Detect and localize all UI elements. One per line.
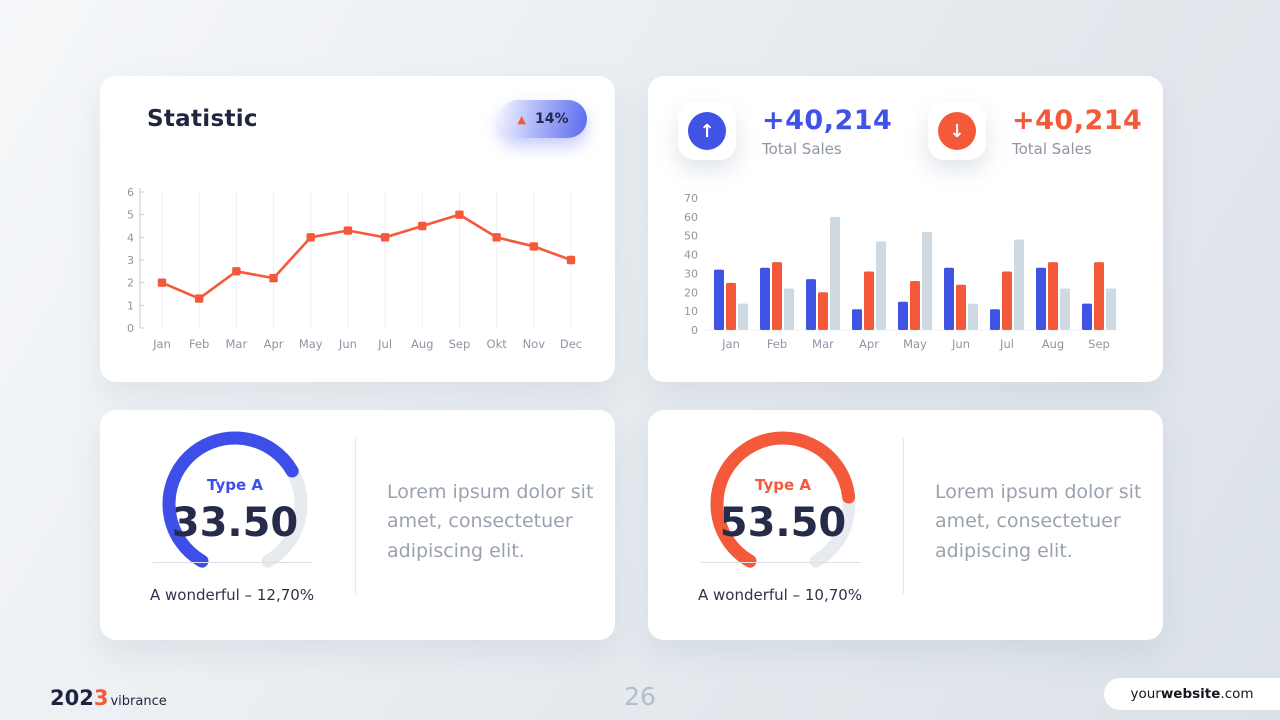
svg-text:May: May <box>903 337 927 351</box>
svg-text:60: 60 <box>684 211 698 224</box>
website-bold: website <box>1160 686 1221 702</box>
logo-brand: vibrance <box>110 694 167 709</box>
svg-text:Sep: Sep <box>449 337 471 351</box>
logo-year-accent: 3 <box>93 686 109 710</box>
stat-up-text: +40,214 Total Sales <box>762 105 892 158</box>
value-underline <box>701 562 861 563</box>
website-strip: your website .com <box>1104 678 1280 710</box>
svg-text:30: 30 <box>684 267 698 280</box>
website-pre: your <box>1130 686 1161 702</box>
gauge-value: 33.50 <box>171 500 299 546</box>
stat-down-tile: ↓ <box>928 102 986 160</box>
stat-down-text: +40,214 Total Sales <box>1012 105 1142 158</box>
website-post: .com <box>1220 686 1254 702</box>
vertical-divider <box>903 438 904 594</box>
growth-badge-value: 14% <box>534 111 569 127</box>
stat-up-tile: ↑ <box>678 102 736 160</box>
stat-down-circle: ↓ <box>938 112 976 150</box>
gauge-type-label: Type A <box>207 476 263 494</box>
svg-text:Mar: Mar <box>226 337 248 351</box>
svg-text:Nov: Nov <box>523 337 546 351</box>
svg-text:1: 1 <box>127 299 134 312</box>
svg-text:Aug: Aug <box>1042 337 1064 351</box>
sales-card: ↑ +40,214 Total Sales ↓ +40,214 Total Sa… <box>648 76 1163 382</box>
svg-text:Feb: Feb <box>189 337 209 351</box>
svg-text:Jan: Jan <box>721 337 740 351</box>
svg-text:70: 70 <box>684 192 698 205</box>
gauge-type-label: Type A <box>755 476 811 494</box>
gauge-card-b: Type A 53.50 A wonderful – 10,70% Lorem … <box>648 410 1163 640</box>
svg-text:5: 5 <box>127 209 134 222</box>
gauge-caption: A wonderful – 10,70% <box>698 586 863 604</box>
arrow-up-icon: ↑ <box>699 120 715 142</box>
stat-up-label: Total Sales <box>762 139 842 158</box>
svg-text:Aug: Aug <box>411 337 433 351</box>
gauge-description: Lorem ipsum dolor sit amet, consectetuer… <box>387 481 594 562</box>
stat-up-value: +40,214 <box>762 104 893 136</box>
svg-text:Jun: Jun <box>951 337 970 351</box>
stat-down-value: +40,214 <box>1012 104 1143 136</box>
svg-text:20: 20 <box>684 286 698 299</box>
stat-down: ↓ +40,214 Total Sales <box>928 102 1142 160</box>
svg-text:Jul: Jul <box>999 337 1014 351</box>
page-number: 26 <box>624 682 656 711</box>
svg-text:0: 0 <box>691 324 698 337</box>
stat-up-circle: ↑ <box>688 112 726 150</box>
svg-text:Jul: Jul <box>377 337 392 351</box>
svg-text:Apr: Apr <box>859 337 879 351</box>
triangle-up-icon: ▲ <box>517 112 526 126</box>
stat-up: ↑ +40,214 Total Sales <box>678 102 892 160</box>
svg-text:Mar: Mar <box>812 337 834 351</box>
brand-logo: 202 3 vibrance <box>50 686 167 710</box>
svg-text:Sep: Sep <box>1088 337 1110 351</box>
svg-text:Jun: Jun <box>338 337 357 351</box>
gauge-caption: A wonderful – 12,70% <box>150 586 315 604</box>
svg-text:2: 2 <box>127 277 134 290</box>
svg-text:4: 4 <box>127 231 134 244</box>
value-underline <box>153 562 313 563</box>
svg-text:Dec: Dec <box>560 337 582 351</box>
gauge-value: 53.50 <box>719 500 847 546</box>
statistic-card: Statistic ▲ 14% Jan Feb Mar Apr May Jun Jul Aug… <box>100 76 615 382</box>
svg-text:May: May <box>299 337 323 351</box>
svg-text:0: 0 <box>127 322 134 335</box>
svg-text:40: 40 <box>684 249 698 262</box>
svg-text:3: 3 <box>127 254 134 267</box>
svg-text:6: 6 <box>127 186 134 199</box>
svg-text:Okt: Okt <box>487 337 508 351</box>
svg-text:50: 50 <box>684 230 698 243</box>
gauge-description: Lorem ipsum dolor sit amet, consectetuer… <box>935 481 1142 562</box>
svg-text:Apr: Apr <box>264 337 284 351</box>
bar-chart: 0 10 20 30 40 50 60 70 Jan Feb Mar Apr May Jun Jul Aug S… <box>684 192 1122 351</box>
line-chart: Jan Feb Mar Apr May Jun Jul Aug Sep Okt Nov Dec 0 1 2 3… <box>127 186 582 351</box>
svg-text:Jan: Jan <box>152 337 171 351</box>
arrow-down-icon: ↓ <box>949 120 965 142</box>
growth-badge: ▲ 14% <box>499 100 587 138</box>
svg-text:Feb: Feb <box>767 337 787 351</box>
stat-down-label: Total Sales <box>1012 139 1092 158</box>
logo-year: 202 <box>50 686 94 710</box>
vertical-divider <box>355 438 356 594</box>
statistic-title: Statistic <box>147 106 258 132</box>
gauge-arc-b <box>710 431 856 568</box>
svg-text:10: 10 <box>684 305 698 318</box>
gauge-card-a: Type A 33.50 A wonderful – 12,70% Lorem … <box>100 410 615 640</box>
gauge-arc-a <box>162 431 308 568</box>
